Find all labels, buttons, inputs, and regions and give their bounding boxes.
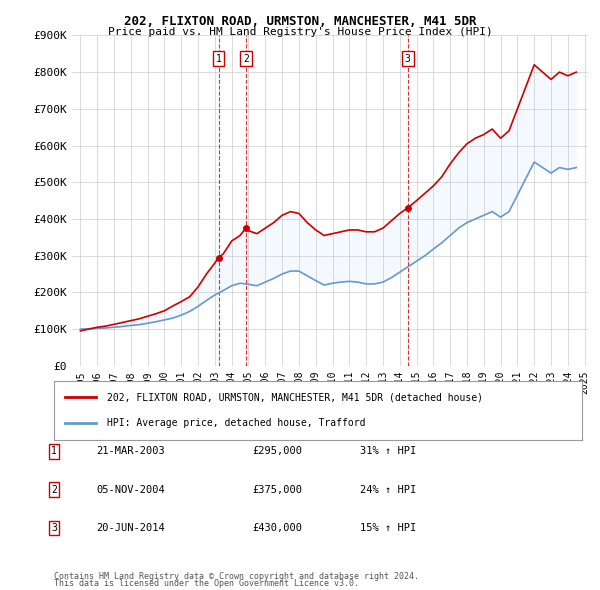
Text: 31% ↑ HPI: 31% ↑ HPI <box>360 447 416 456</box>
Text: 21-MAR-2003: 21-MAR-2003 <box>96 447 165 456</box>
Text: £375,000: £375,000 <box>252 485 302 494</box>
Text: 2: 2 <box>243 54 249 64</box>
Text: £430,000: £430,000 <box>252 523 302 533</box>
Text: 2: 2 <box>51 485 57 494</box>
Text: 15% ↑ HPI: 15% ↑ HPI <box>360 523 416 533</box>
Text: 1: 1 <box>51 447 57 456</box>
Text: 3: 3 <box>51 523 57 533</box>
Text: This data is licensed under the Open Government Licence v3.0.: This data is licensed under the Open Gov… <box>54 579 359 588</box>
Text: 24% ↑ HPI: 24% ↑ HPI <box>360 485 416 494</box>
Text: 20-JUN-2014: 20-JUN-2014 <box>96 523 165 533</box>
Text: 1: 1 <box>215 54 221 64</box>
Text: Price paid vs. HM Land Registry's House Price Index (HPI): Price paid vs. HM Land Registry's House … <box>107 27 493 37</box>
Text: 3: 3 <box>405 54 410 64</box>
Text: 202, FLIXTON ROAD, URMSTON, MANCHESTER, M41 5DR (detached house): 202, FLIXTON ROAD, URMSTON, MANCHESTER, … <box>107 392 483 402</box>
Text: HPI: Average price, detached house, Trafford: HPI: Average price, detached house, Traf… <box>107 418 365 428</box>
Text: 05-NOV-2004: 05-NOV-2004 <box>96 485 165 494</box>
Text: £295,000: £295,000 <box>252 447 302 456</box>
Text: 202, FLIXTON ROAD, URMSTON, MANCHESTER, M41 5DR: 202, FLIXTON ROAD, URMSTON, MANCHESTER, … <box>124 15 476 28</box>
Text: Contains HM Land Registry data © Crown copyright and database right 2024.: Contains HM Land Registry data © Crown c… <box>54 572 419 581</box>
